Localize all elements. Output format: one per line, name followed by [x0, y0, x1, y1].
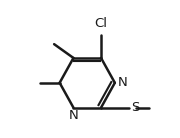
Text: N: N	[69, 109, 78, 122]
Text: S: S	[131, 101, 139, 114]
Text: N: N	[118, 76, 127, 89]
Text: Cl: Cl	[94, 17, 107, 30]
